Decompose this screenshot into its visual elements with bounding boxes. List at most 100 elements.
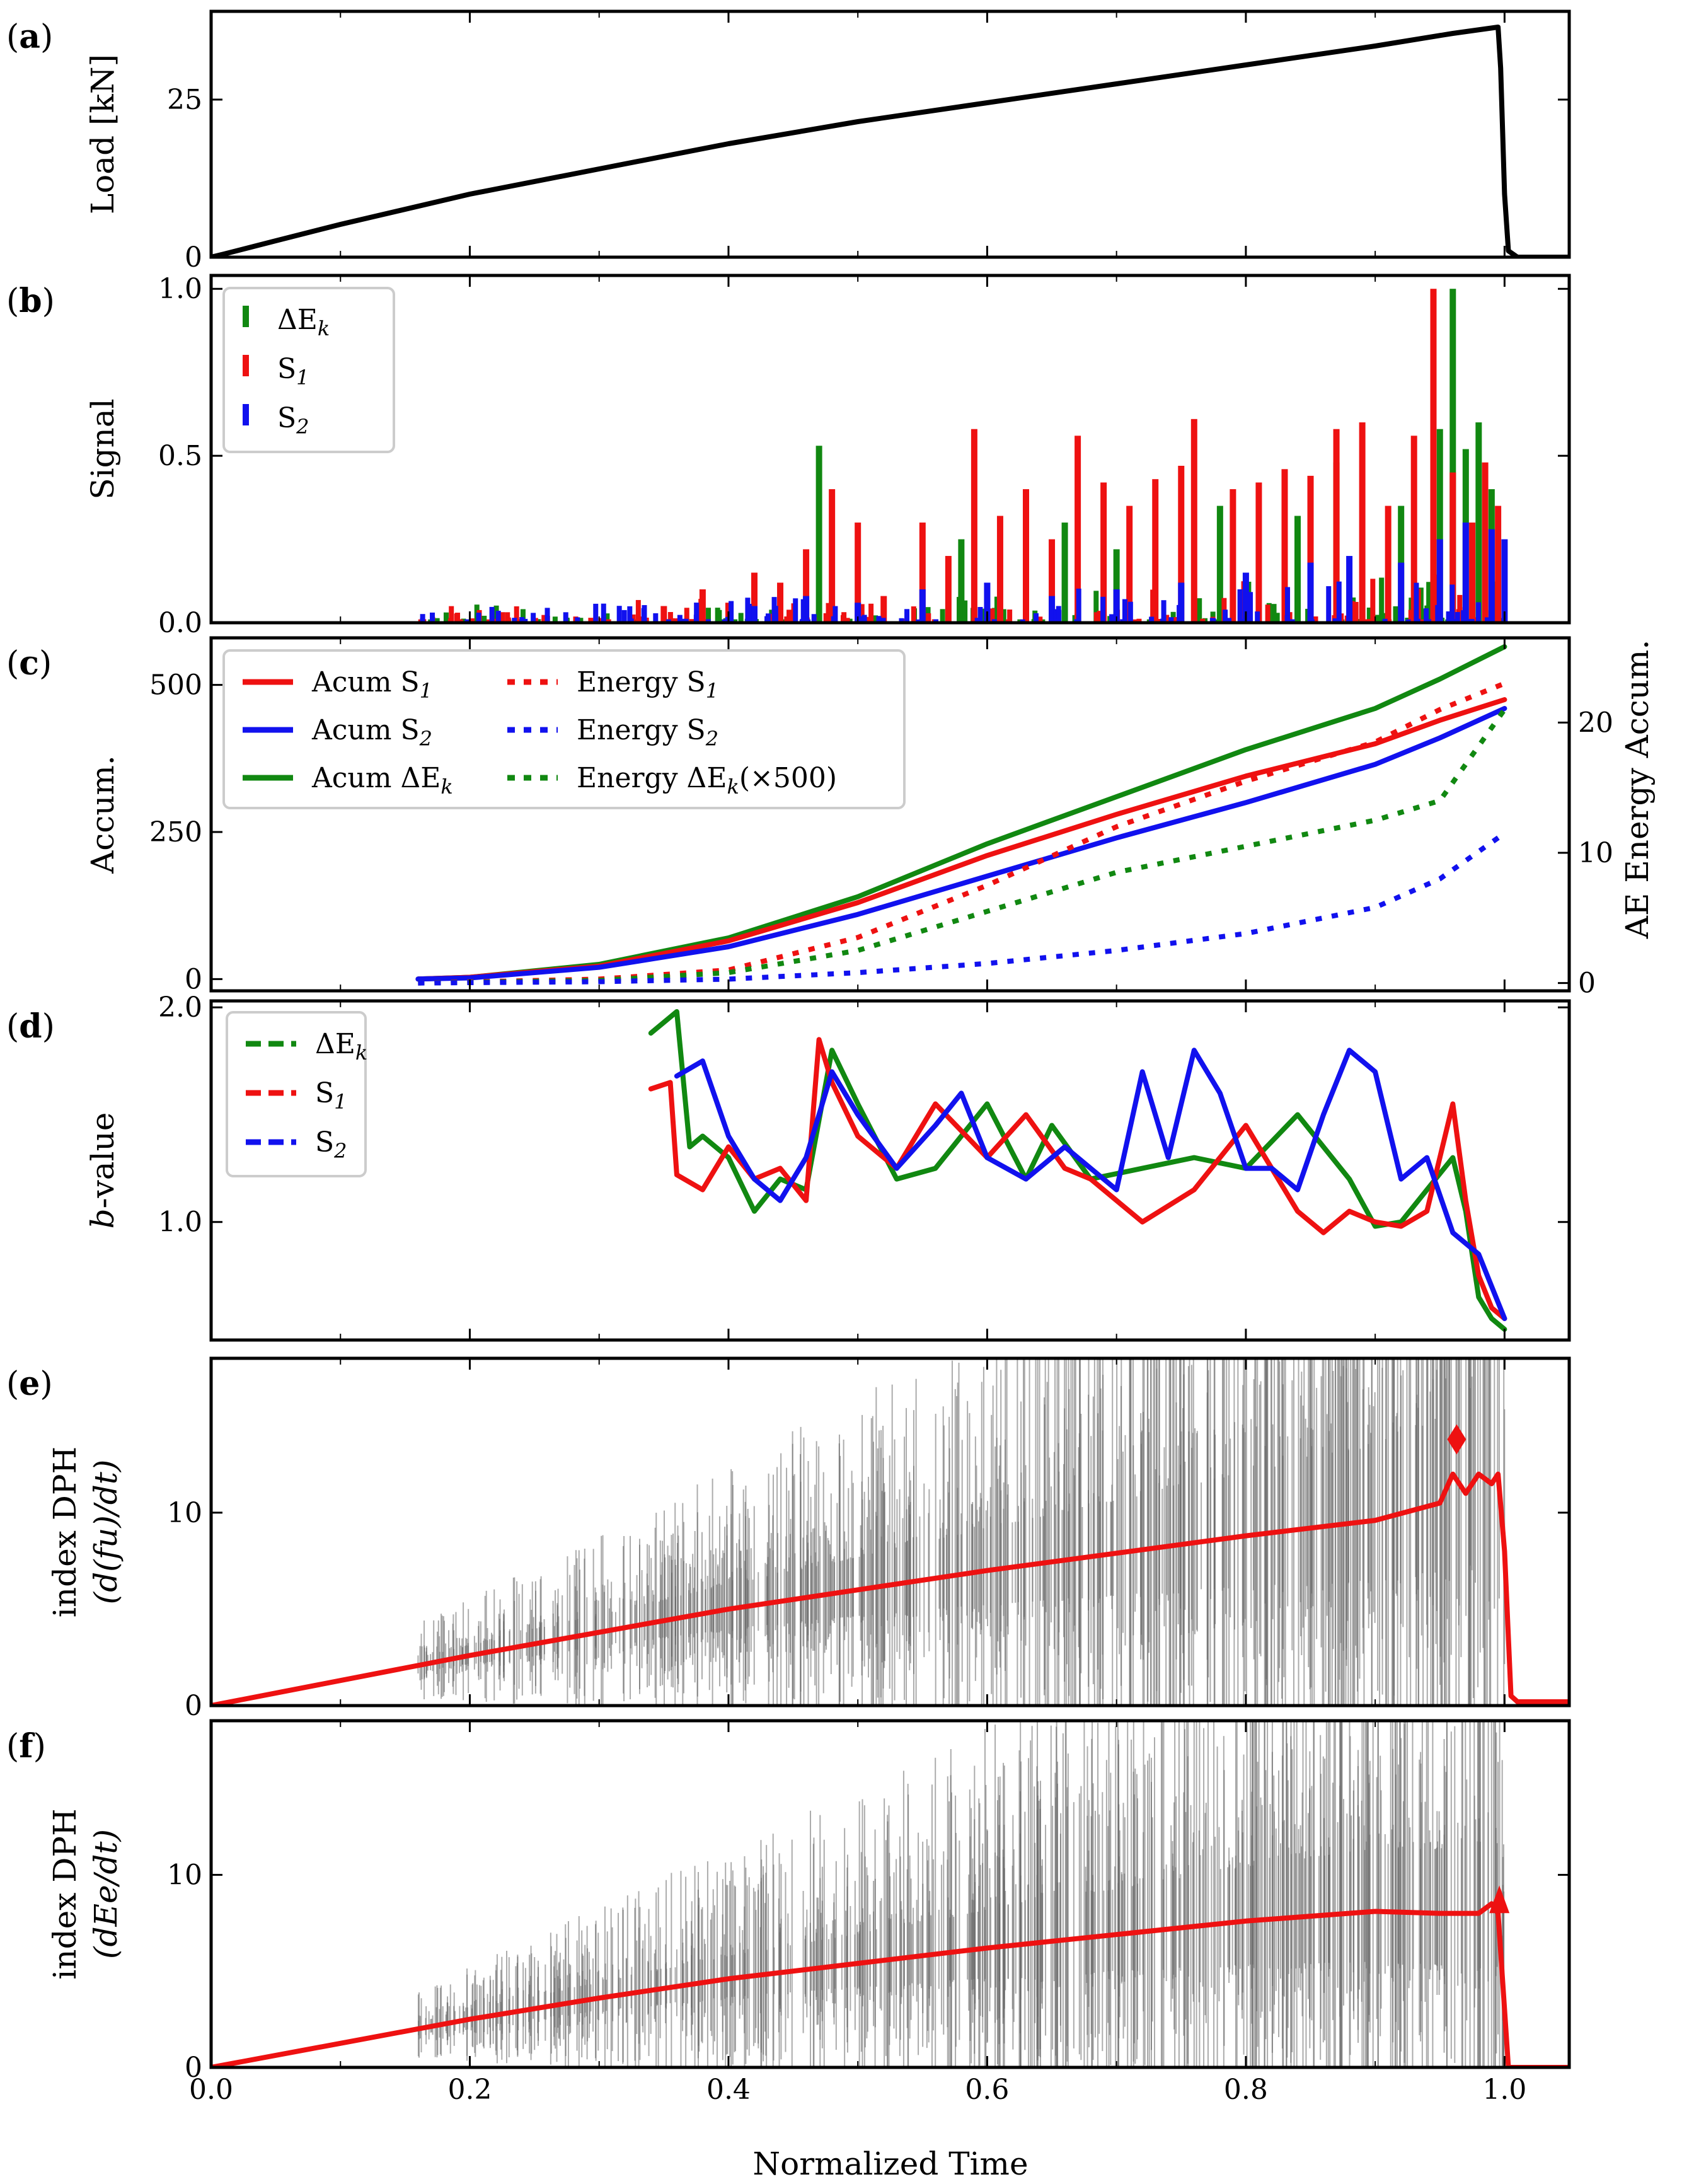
plot-frame-b <box>209 274 1571 625</box>
bar-b-0 <box>1366 607 1372 623</box>
legend-label-sub: k <box>441 775 452 799</box>
bar-b-1 <box>630 614 636 623</box>
bar-b-2 <box>705 619 711 623</box>
bar-b-2 <box>1310 619 1315 623</box>
bar-b-2 <box>1446 611 1451 623</box>
bar-b-0 <box>443 612 449 623</box>
y-axis-label: b-value <box>84 1112 121 1229</box>
bar-b-1 <box>926 613 931 623</box>
y-tick-label: 10 <box>167 1859 202 1891</box>
legend-label: ΔEk <box>277 304 330 340</box>
y-axis-label-line1: index DPH <box>47 1808 83 1979</box>
panel-tag-open: ( <box>6 1365 19 1403</box>
bar-b-0 <box>578 618 584 623</box>
legend-label: Energy ΔEk(×500) <box>577 762 837 799</box>
bar-b-0 <box>1093 591 1099 623</box>
legend-swatch <box>243 355 249 376</box>
bar-b-1 <box>1430 289 1437 623</box>
panel-tag-e: (e) <box>6 1365 53 1403</box>
bar-b-1 <box>1049 539 1056 623</box>
bar-b-2 <box>1111 619 1117 623</box>
bar-b-2 <box>1307 562 1314 623</box>
bar-b-1 <box>859 604 865 623</box>
bar-b-2 <box>693 615 699 623</box>
legend-label-sub: 2 <box>296 415 309 439</box>
bar-b-1 <box>1164 615 1170 623</box>
bar-b-2 <box>1346 556 1353 623</box>
legend-label: S2 <box>277 402 309 439</box>
bar-b-1 <box>449 606 454 623</box>
noise-spikes-f <box>417 1721 1505 2067</box>
bar-b-1 <box>1173 617 1179 623</box>
bar-b-2 <box>575 617 580 623</box>
y-tick-label: 0 <box>185 1690 202 1722</box>
bar-b-1 <box>1190 419 1197 623</box>
panel-a: 0 25 Load [kN] (a) <box>6 9 1571 274</box>
panel-tag-letter: b <box>19 282 42 320</box>
bar-b-2 <box>1437 589 1443 623</box>
plot-frame-a <box>209 9 1571 259</box>
bar-b-2 <box>616 606 622 623</box>
bar-b-1 <box>1178 465 1185 623</box>
legend-swatch <box>243 404 249 425</box>
plot-area-a <box>211 25 1569 257</box>
legend-label-text: ΔE <box>277 304 318 336</box>
legend-label-sub: 1 <box>420 679 432 703</box>
bar-b-2 <box>800 599 806 623</box>
bar-b-2 <box>991 619 997 623</box>
bar-b-1 <box>1370 579 1376 623</box>
bar-b-2 <box>1226 618 1232 623</box>
bar-b-2 <box>799 619 805 623</box>
bar-b-2 <box>984 582 991 623</box>
legend-label-text: S <box>315 1126 334 1158</box>
bar-b-1 <box>505 617 511 623</box>
bar-b-0 <box>1449 289 1456 623</box>
bar-b-1 <box>945 556 952 623</box>
legend-label-text: Acum S <box>311 666 420 698</box>
bar-b-2 <box>1449 584 1455 623</box>
y-right-tick-label: 0 <box>1578 968 1596 1000</box>
bar-b-0 <box>706 608 712 623</box>
panel-tag-letter: f <box>19 1727 35 1765</box>
bar-b-2 <box>1488 529 1495 623</box>
bar-b-0 <box>958 539 965 623</box>
bar-b-1 <box>989 608 995 623</box>
legend-label: S2 <box>315 1126 347 1163</box>
x-tick-label: 0.6 <box>965 2074 1009 2106</box>
bar-b-2 <box>811 614 817 623</box>
bar-b-1 <box>670 618 676 623</box>
bar-b-2 <box>729 601 734 623</box>
bar-b-0 <box>847 618 853 623</box>
bar-b-0 <box>873 615 879 623</box>
series-b-0 <box>428 289 1504 623</box>
bar-b-2 <box>766 619 771 623</box>
bar-b-2 <box>1461 610 1466 623</box>
panel-tag-open: ( <box>6 282 19 320</box>
y-tick-label: 250 <box>149 816 202 848</box>
bar-b-0 <box>732 619 738 623</box>
bar-b-1 <box>803 549 810 623</box>
legend-label-sub: 2 <box>419 727 432 751</box>
bar-b-1 <box>1037 616 1043 623</box>
bar-b-2 <box>1382 618 1388 623</box>
y-tick-label: 0.0 <box>158 607 202 639</box>
bar-b-1 <box>486 619 492 623</box>
bar-b-2 <box>793 598 798 623</box>
bar-b-1 <box>1449 472 1456 623</box>
panel-tag-close: ) <box>42 282 55 320</box>
bar-b-0 <box>815 446 822 623</box>
y-tick-label: 10 <box>167 1497 202 1529</box>
bar-b-0 <box>957 597 962 623</box>
bar-b-2 <box>751 606 758 623</box>
y-axis-label: Accum. <box>84 755 121 874</box>
panel-tag-close: ) <box>33 1728 46 1765</box>
legend-label-text: S <box>277 353 296 385</box>
panel-tag-letter: a <box>19 18 40 56</box>
series-a-0 <box>211 25 1569 257</box>
bar-b-0 <box>981 608 987 623</box>
panel-tag-letter: e <box>19 1365 40 1403</box>
bar-b-0 <box>1379 577 1385 623</box>
bar-b-1 <box>660 606 667 623</box>
bar-b-2 <box>933 619 939 623</box>
